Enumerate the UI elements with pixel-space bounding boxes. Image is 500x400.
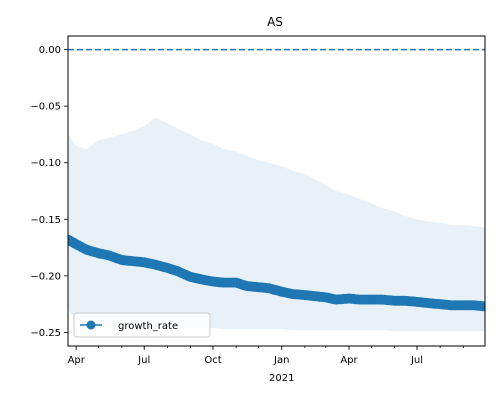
x-tick-label: Jul [137,355,150,366]
y-tick-label: −0.20 [30,271,61,282]
y-tick-label: 0.00 [39,45,61,56]
x-tick-label: Apr [68,355,86,366]
legend: growth_rate [73,312,211,338]
y-tick-label: −0.15 [30,215,61,226]
data-point [480,301,485,312]
x-tick-label: Oct [204,355,221,366]
x-year-label: 2021 [269,373,294,384]
y-axis: 0.00 −0.05 −0.10 −0.15 −0.20 −0.25 [30,45,68,339]
y-tick-label: −0.10 [30,158,61,169]
legend-label: growth_rate [118,321,178,332]
confidence-band [68,117,485,332]
legend-marker-swatch [86,320,96,330]
x-tick-label: Jan [273,355,289,366]
plot-content [68,48,485,332]
axes-frame [67,35,486,347]
y-tick-label: −0.05 [30,102,61,113]
x-axis: Apr Jul Oct Jan Apr Jul 2021 [68,346,464,384]
x-tick-label: Apr [340,355,358,366]
legend-frame [73,312,211,338]
chart-title: AS [267,15,283,29]
x-tick-label: Jul [410,355,423,366]
plot-area [68,48,485,332]
y-tick-label: −0.25 [30,328,61,339]
